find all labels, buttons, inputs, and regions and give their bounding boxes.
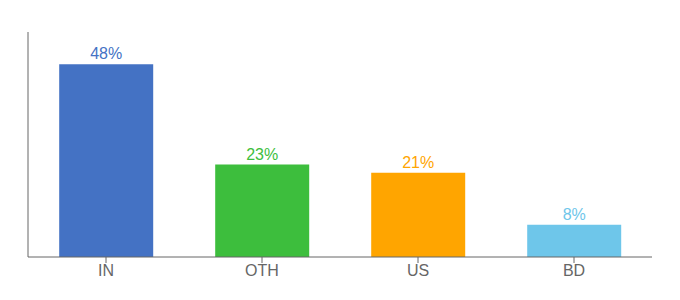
svg-text:IN: IN xyxy=(98,262,114,279)
svg-text:US: US xyxy=(407,262,429,279)
svg-text:48%: 48% xyxy=(90,45,122,62)
svg-text:23%: 23% xyxy=(246,146,278,163)
svg-text:21%: 21% xyxy=(402,154,434,171)
svg-text:BD: BD xyxy=(563,262,585,279)
svg-text:OTH: OTH xyxy=(245,262,279,279)
svg-text:8%: 8% xyxy=(563,206,586,223)
